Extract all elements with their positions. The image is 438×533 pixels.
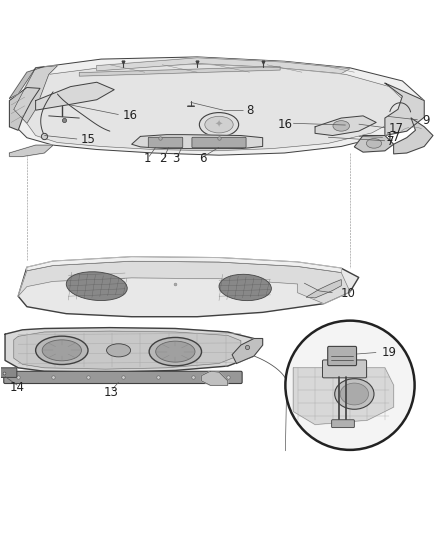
Ellipse shape	[340, 383, 368, 405]
FancyBboxPatch shape	[148, 138, 183, 148]
Text: 17: 17	[386, 131, 401, 144]
Text: 2: 2	[159, 152, 167, 165]
Polygon shape	[10, 145, 53, 157]
Polygon shape	[385, 83, 424, 135]
Ellipse shape	[149, 337, 201, 366]
Polygon shape	[79, 67, 280, 76]
Text: 15: 15	[81, 133, 95, 147]
FancyBboxPatch shape	[332, 420, 354, 427]
Polygon shape	[14, 331, 241, 369]
Text: 14: 14	[10, 382, 25, 394]
Text: 9: 9	[422, 114, 430, 127]
FancyBboxPatch shape	[328, 346, 357, 366]
Polygon shape	[232, 338, 263, 364]
Polygon shape	[27, 64, 407, 151]
Ellipse shape	[333, 120, 350, 131]
Polygon shape	[132, 135, 263, 149]
Ellipse shape	[335, 379, 374, 409]
Polygon shape	[27, 257, 341, 272]
Ellipse shape	[219, 274, 272, 301]
Polygon shape	[10, 87, 40, 130]
Text: 16: 16	[277, 118, 292, 131]
Ellipse shape	[42, 340, 81, 361]
Text: 7: 7	[387, 135, 395, 148]
Ellipse shape	[199, 112, 239, 136]
Ellipse shape	[106, 344, 131, 357]
Polygon shape	[18, 261, 350, 304]
Text: 16: 16	[123, 109, 138, 123]
Polygon shape	[293, 368, 394, 425]
Polygon shape	[97, 58, 350, 74]
Polygon shape	[14, 66, 57, 123]
Polygon shape	[354, 135, 394, 152]
FancyBboxPatch shape	[322, 360, 367, 378]
Polygon shape	[394, 118, 433, 154]
FancyBboxPatch shape	[4, 372, 242, 384]
Ellipse shape	[366, 139, 381, 148]
Polygon shape	[18, 257, 359, 317]
Text: 3: 3	[173, 152, 180, 165]
Polygon shape	[5, 328, 254, 372]
Ellipse shape	[205, 116, 233, 133]
Text: 13: 13	[103, 386, 118, 399]
Polygon shape	[10, 67, 44, 99]
Circle shape	[286, 321, 415, 450]
FancyBboxPatch shape	[0, 368, 17, 377]
Ellipse shape	[155, 341, 195, 362]
Text: 1: 1	[143, 152, 151, 165]
Polygon shape	[315, 116, 376, 135]
Text: 6: 6	[199, 152, 206, 165]
Text: 10: 10	[340, 287, 355, 300]
Text: 17: 17	[389, 122, 403, 135]
Ellipse shape	[66, 272, 127, 301]
Polygon shape	[306, 280, 341, 298]
Text: 8: 8	[246, 104, 254, 117]
Ellipse shape	[35, 336, 88, 365]
Polygon shape	[14, 57, 424, 155]
Text: 19: 19	[381, 346, 396, 359]
Polygon shape	[201, 372, 228, 385]
Polygon shape	[35, 82, 114, 110]
FancyBboxPatch shape	[192, 138, 246, 148]
Text: ✦: ✦	[215, 119, 223, 130]
